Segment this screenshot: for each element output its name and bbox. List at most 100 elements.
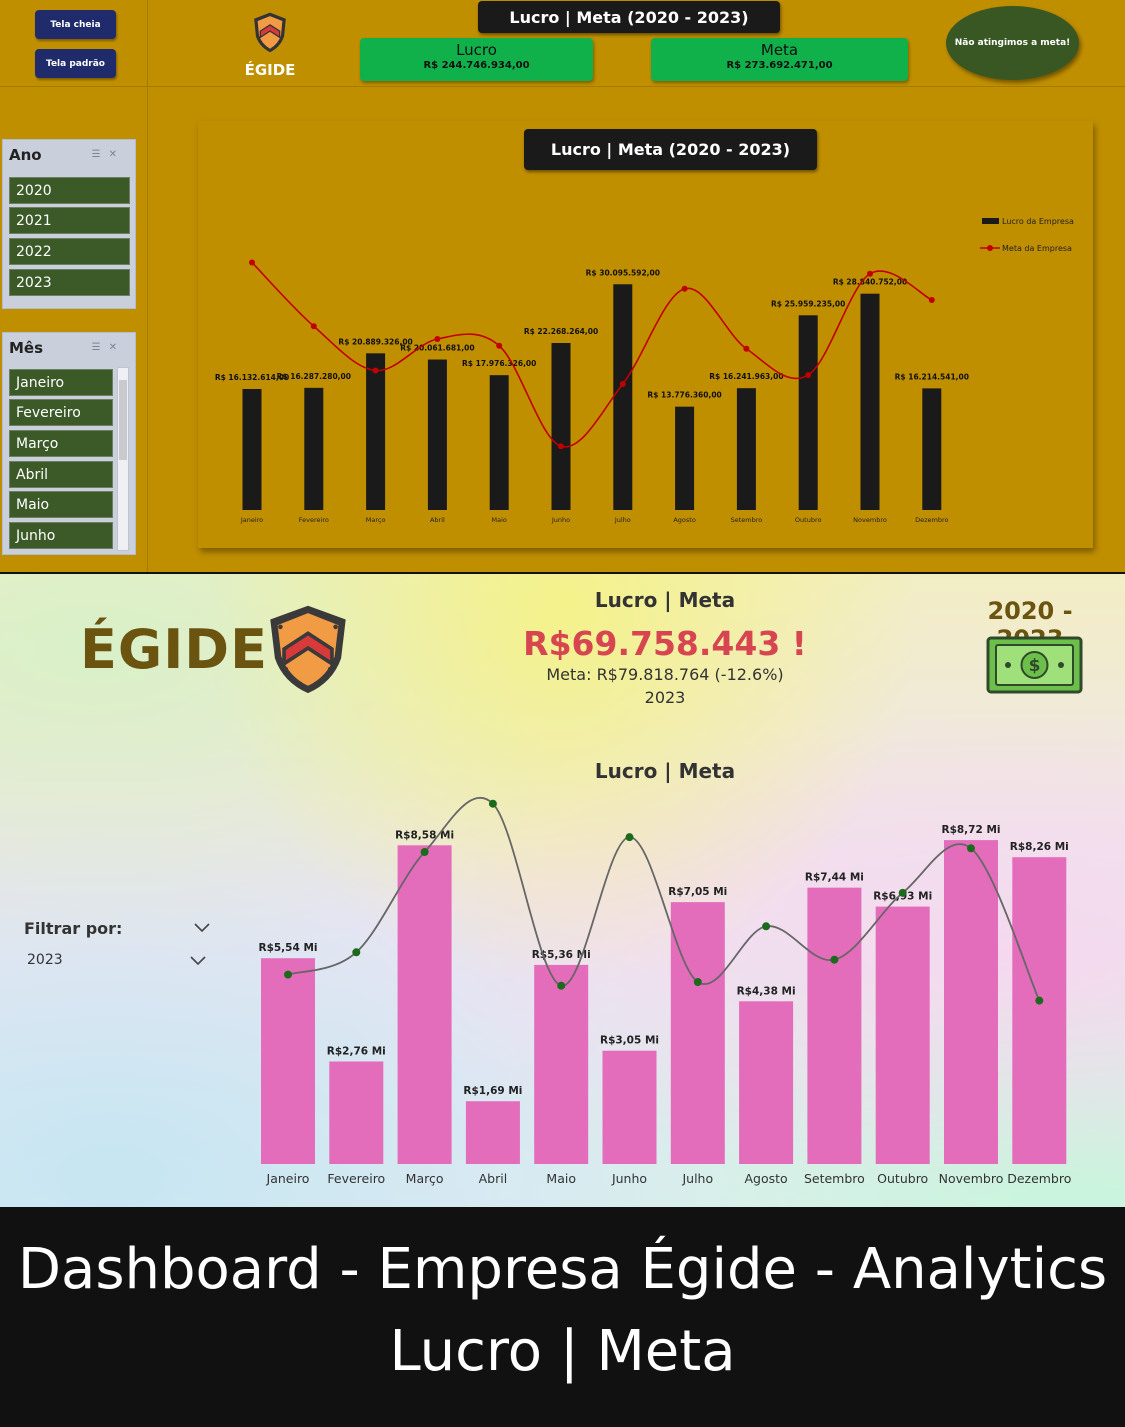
x-tick-label: Julho [614, 516, 631, 524]
slicer-item[interactable]: Janeiro [9, 369, 113, 396]
multiselect-icon[interactable]: ☰✕ [91, 149, 125, 160]
slicer-ano: Ano ☰✕ 2020 2021 2022 2023 [2, 139, 136, 309]
x-tick-label: Dezembro [1007, 1171, 1071, 1186]
slicer-mes: Mês ☰✕ Janeiro Fevereiro Março Abril Mai… [2, 332, 136, 555]
goal-point [284, 970, 292, 979]
goal-point [557, 981, 566, 990]
kpi-goal: Meta: R$79.818.764 (-12.6%) [546, 665, 784, 684]
goal-point [928, 297, 935, 303]
slicer-item[interactable]: 2023 [9, 269, 130, 296]
data-label: R$5,54 Mi [258, 942, 317, 954]
scrollbar[interactable] [117, 367, 129, 551]
goal-point [898, 888, 907, 897]
kpi-value: R$ 244.746.934,00 [423, 60, 530, 71]
goal-point [420, 848, 429, 856]
data-label: R$8,58 Mi [395, 829, 454, 841]
x-tick-label: Fevereiro [327, 1171, 385, 1186]
powerbi-dashboard: ÉGIDE Lucro | Meta R$69.758.443 ! Meta: … [0, 574, 1125, 1207]
fullscreen-button[interactable]: Tela cheia [35, 10, 116, 39]
slicer-item[interactable]: 2022 [9, 238, 130, 265]
chart-bar [736, 388, 756, 510]
goal-point [488, 799, 497, 808]
data-label: R$ 17.976.326,00 [462, 359, 536, 368]
goal-point [693, 978, 702, 986]
chart-bar [670, 902, 725, 1164]
data-label: R$ 13.776.360,00 [647, 391, 721, 400]
kpi-card-lucro: Lucro R$ 244.746.934,00 [360, 38, 593, 81]
monthly-profit-chart: R$5,54 Mi Janeiro R$2,76 Mi Fevereiro R$8,58… [258, 796, 1071, 1186]
brand-logo: ÉGIDE [240, 10, 300, 79]
slicer-item[interactable]: Fevereiro [9, 399, 113, 426]
data-label: R$1,69 Mi [463, 1085, 522, 1097]
slicer-item[interactable]: 2020 [9, 177, 130, 204]
chart-bar [675, 406, 695, 510]
brand-name: ÉGIDE [80, 618, 269, 681]
caption-line-1: Dashboard - Empresa Égide - Analytics [17, 1237, 1108, 1302]
goal-point [762, 922, 771, 931]
brand-name: ÉGIDE [244, 61, 296, 79]
chart-bar [922, 388, 942, 510]
x-tick-label: Junho [611, 1171, 647, 1186]
shield-icon [270, 605, 346, 694]
data-label: R$ 28.840.752,00 [833, 278, 907, 287]
goal-point [805, 372, 812, 378]
x-tick-label: Outubro [877, 1171, 928, 1186]
slicer-item[interactable]: Maio [9, 491, 113, 518]
goal-point [352, 948, 361, 957]
x-tick-label: Novembro [939, 1171, 1004, 1186]
multiselect-icon[interactable]: ☰✕ [91, 342, 125, 353]
profit-goal-chart-panel: R$ 16.132.614,00 Janeiro R$ 16.287.280,00 F… [198, 121, 1093, 548]
goal-point [625, 833, 634, 842]
legend-label: Meta da Empresa [1002, 244, 1072, 253]
x-tick-label: Abril [430, 516, 445, 524]
slicer-title: Ano [9, 146, 42, 164]
filter-label: Filtrar por: [24, 919, 123, 938]
slicer-item[interactable]: Junho [9, 522, 113, 549]
data-label: R$4,38 Mi [737, 985, 796, 997]
excel-dashboard: Tela cheia Tela padrão ÉGIDE Lucro | Met… [0, 0, 1125, 572]
status-badge: Não atingimos a meta! [946, 6, 1079, 80]
slicer-item[interactable]: 2021 [9, 207, 130, 234]
chevron-down-icon[interactable] [190, 956, 206, 966]
x-tick-label: Maio [492, 516, 507, 524]
data-label: R$8,72 Mi [941, 824, 1000, 836]
goal-line [251, 261, 933, 448]
data-label: R$ 16.214.541,00 [895, 372, 969, 381]
chart-bar [613, 284, 633, 510]
x-tick-label: Agosto [673, 516, 695, 524]
goal-point [743, 345, 750, 352]
page-title: Lucro | Meta [594, 588, 736, 612]
slicer-item[interactable]: Abril [9, 461, 113, 488]
x-tick-label: Novembro [853, 516, 887, 524]
data-label: R$ 25.959.235,00 [771, 299, 845, 308]
data-label: R$ 30.095.592,00 [586, 268, 660, 277]
chart-bar [427, 359, 447, 510]
money-bill-icon: $ [986, 636, 1083, 694]
data-label: R$ 20.889.326,00 [338, 337, 412, 346]
data-label: R$7,05 Mi [668, 886, 727, 898]
chart-bar [242, 389, 262, 510]
legend-label: Lucro da Empresa [1002, 217, 1074, 226]
chart-bar [534, 964, 589, 1164]
svg-text:$: $ [1029, 656, 1041, 676]
chevron-down-icon[interactable] [194, 923, 210, 933]
chart-bar [602, 1050, 657, 1164]
scrollbar-thumb[interactable] [119, 380, 127, 460]
default-screen-button[interactable]: Tela padrão [35, 49, 116, 78]
data-label: R$7,44 Mi [805, 872, 864, 884]
slicer-item[interactable]: Março [9, 430, 113, 457]
x-tick-label: Setembro [804, 1171, 865, 1186]
filter-select-value[interactable]: 2023 [27, 952, 63, 968]
x-tick-label: Janeiro [266, 1171, 310, 1186]
chart-bar [860, 293, 880, 510]
x-tick-label: Agosto [744, 1171, 787, 1186]
profit-goal-chart: R$ 16.132.614,00 Janeiro R$ 16.287.280,00 F… [215, 217, 1074, 524]
chart-bar [465, 1101, 520, 1164]
goal-point [496, 342, 503, 349]
data-label: R$8,26 Mi [1010, 841, 1069, 853]
goal-point [372, 367, 379, 374]
legend-swatch [982, 218, 999, 224]
goal-point [867, 270, 873, 277]
chart-bar [261, 958, 315, 1164]
x-tick-label: Fevereiro [299, 516, 329, 524]
